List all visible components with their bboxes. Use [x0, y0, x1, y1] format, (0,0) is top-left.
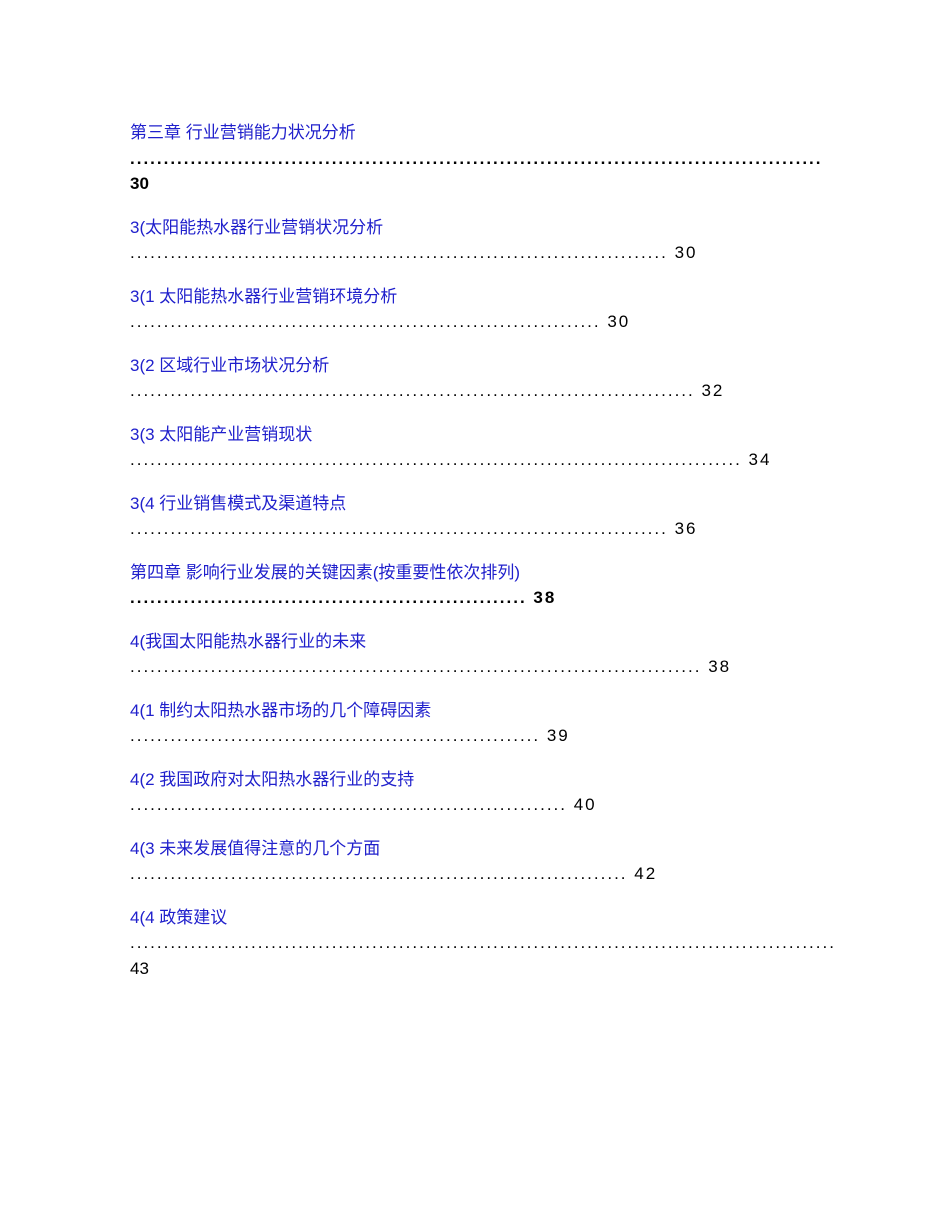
toc-entry: 4(2 我国政府对太阳热水器行业的支持 ....................…	[130, 767, 835, 818]
toc-title[interactable]: 3(4 行业销售模式及渠道特点	[130, 491, 835, 517]
toc-dots: ........................................…	[130, 146, 835, 172]
toc-entry: 4(1 制约太阳热水器市场的几个障碍因素 ...................…	[130, 698, 835, 749]
toc-entry: 3(4 行业销售模式及渠道特点 ........................…	[130, 491, 835, 542]
toc-entry: 4(4 政策建议 ...............................…	[130, 905, 835, 982]
toc-entry: 4(我国太阳能热水器行业的未来 ........................…	[130, 629, 835, 680]
toc-dots: ........................................…	[130, 861, 835, 887]
toc-entry: 3(1 太阳能热水器行业营销环境分析 .....................…	[130, 284, 835, 335]
toc-title[interactable]: 3(太阳能热水器行业营销状况分析	[130, 215, 835, 241]
toc-title[interactable]: 3(3 太阳能产业营销现状	[130, 422, 835, 448]
toc-title[interactable]: 4(4 政策建议	[130, 905, 835, 931]
toc-dots: ........................................…	[130, 447, 835, 473]
toc-dots: ........................................…	[130, 654, 835, 680]
toc-dots: ........................................…	[130, 723, 835, 749]
toc-title[interactable]: 第四章 影响行业发展的关键因素(按重要性依次排列)	[130, 560, 835, 586]
toc-title[interactable]: 3(2 区域行业市场状况分析	[130, 353, 835, 379]
toc-entry: 3(太阳能热水器行业营销状况分析 .......................…	[130, 215, 835, 266]
toc-title[interactable]: 4(2 我国政府对太阳热水器行业的支持	[130, 767, 835, 793]
toc-title[interactable]: 4(3 未来发展值得注意的几个方面	[130, 836, 835, 862]
toc-dots: ........................................…	[130, 930, 835, 956]
toc-page: 30	[130, 171, 835, 197]
toc-entry: 3(3 太阳能产业营销现状 ..........................…	[130, 422, 835, 473]
toc-dots: ........................................…	[130, 792, 835, 818]
toc-entry: 第四章 影响行业发展的关键因素(按重要性依次排列) ..............…	[130, 560, 835, 611]
toc-entry: 第三章 行业营销能力状况分析 .........................…	[130, 120, 835, 197]
toc-dots: ........................................…	[130, 309, 835, 335]
toc-title[interactable]: 4(1 制约太阳热水器市场的几个障碍因素	[130, 698, 835, 724]
toc-dots: ........................................…	[130, 240, 835, 266]
toc-title[interactable]: 3(1 太阳能热水器行业营销环境分析	[130, 284, 835, 310]
toc-title[interactable]: 4(我国太阳能热水器行业的未来	[130, 629, 835, 655]
toc-container: 第三章 行业营销能力状况分析 .........................…	[130, 120, 835, 981]
toc-dots: ........................................…	[130, 378, 835, 404]
toc-entry: 3(2 区域行业市场状况分析 .........................…	[130, 353, 835, 404]
toc-page: 43	[130, 956, 835, 982]
toc-title[interactable]: 第三章 行业营销能力状况分析	[130, 120, 835, 146]
toc-entry: 4(3 未来发展值得注意的几个方面 ......................…	[130, 836, 835, 887]
toc-dots: ........................................…	[130, 585, 835, 611]
toc-dots: ........................................…	[130, 516, 835, 542]
